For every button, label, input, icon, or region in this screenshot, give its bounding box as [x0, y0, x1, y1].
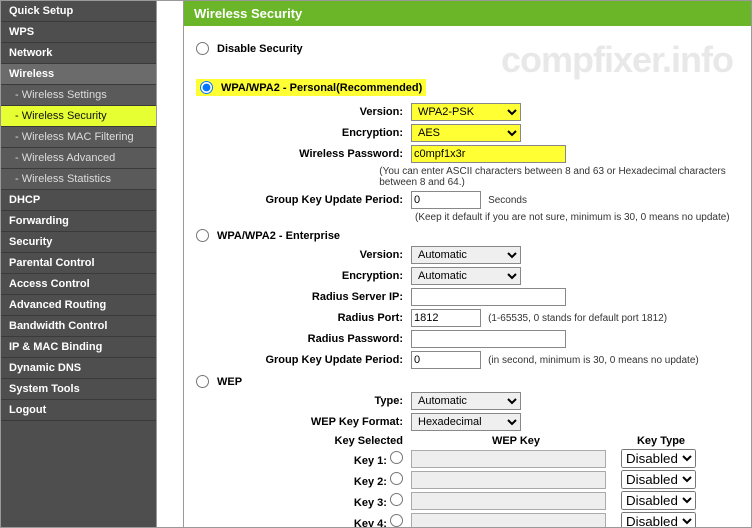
wep-key-label-2: Key 2: — [196, 472, 411, 488]
divider — [156, 1, 184, 527]
personal-password-input[interactable] — [411, 145, 566, 163]
wpa-enterprise-radio[interactable] — [196, 229, 209, 242]
wep-key-radio-3[interactable] — [390, 493, 403, 506]
wep-radio[interactable] — [196, 375, 209, 388]
wep-key-radio-4[interactable] — [390, 514, 403, 527]
sidebar-item-ip-mac-binding[interactable]: IP & MAC Binding — [1, 337, 156, 358]
sidebar-item-wireless[interactable]: Wireless — [1, 64, 156, 85]
wep-key-type-select-3[interactable]: Disabled — [621, 491, 696, 510]
personal-gkup-input[interactable] — [411, 191, 481, 209]
ent-encryption-label: Encryption: — [196, 270, 411, 282]
sidebar-item-wireless-statistics[interactable]: - Wireless Statistics — [1, 169, 156, 190]
sidebar-item-network[interactable]: Network — [1, 43, 156, 64]
wpa-personal-row[interactable]: WPA/WPA2 - Personal(Recommended) — [196, 79, 426, 96]
wep-row[interactable]: WEP — [196, 375, 739, 388]
wep-key-type-select-2[interactable]: Disabled — [621, 470, 696, 489]
wep-key-radio-1[interactable] — [390, 451, 403, 464]
page-title: Wireless Security — [184, 1, 751, 26]
wpa-enterprise-label: WPA/WPA2 - Enterprise — [217, 230, 340, 242]
wep-key-input-3[interactable] — [411, 492, 606, 510]
disable-security-label: Disable Security — [217, 43, 303, 55]
sidebar-item-security[interactable]: Security — [1, 232, 156, 253]
personal-encryption-select[interactable]: AES — [411, 124, 521, 142]
wep-key-row-4: Key 4: Disabled — [196, 512, 739, 527]
ent-version-select[interactable]: Automatic — [411, 246, 521, 264]
ent-radius-port-hint: (1-65535, 0 stands for default port 1812… — [488, 313, 667, 324]
wep-key-row-1: Key 1: Disabled — [196, 449, 739, 468]
wep-key-input-4[interactable] — [411, 513, 606, 528]
wep-key-label-1: Key 1: — [196, 451, 411, 467]
wep-key-radio-2[interactable] — [390, 472, 403, 485]
personal-version-label: Version: — [196, 106, 411, 118]
wpa-personal-label: WPA/WPA2 - Personal(Recommended) — [221, 82, 422, 94]
wep-label: WEP — [217, 376, 242, 388]
personal-gkup-label: Group Key Update Period: — [196, 194, 411, 206]
sidebar-item-forwarding[interactable]: Forwarding — [1, 211, 156, 232]
ent-gkup-label: Group Key Update Period: — [196, 354, 411, 366]
ent-gkup-input[interactable] — [411, 351, 481, 369]
personal-password-label: Wireless Password: — [196, 148, 411, 160]
wep-key-type-select-1[interactable]: Disabled — [621, 449, 696, 468]
sidebar-item-logout[interactable]: Logout — [1, 400, 156, 421]
ent-radius-ip-label: Radius Server IP: — [196, 291, 411, 303]
wep-key-row-2: Key 2: Disabled — [196, 470, 739, 489]
sidebar-item-quick-setup[interactable]: Quick Setup — [1, 1, 156, 22]
wpa-personal-radio[interactable] — [200, 81, 213, 94]
wep-format-select[interactable]: Hexadecimal — [411, 413, 521, 431]
disable-security-row[interactable]: Disable Security — [196, 42, 739, 55]
personal-gkup-hint: (Keep it default if you are not sure, mi… — [415, 212, 730, 223]
disable-security-radio[interactable] — [196, 42, 209, 55]
sidebar-item-access-control[interactable]: Access Control — [1, 274, 156, 295]
sidebar-item-dhcp[interactable]: DHCP — [1, 190, 156, 211]
wep-key-row-3: Key 3: Disabled — [196, 491, 739, 510]
wep-format-label: WEP Key Format: — [196, 416, 411, 428]
ent-radius-pw-label: Radius Password: — [196, 333, 411, 345]
ent-gkup-hint: (in second, minimum is 30, 0 means no up… — [488, 355, 699, 366]
wep-key-input-1[interactable] — [411, 450, 606, 468]
wep-key-input-2[interactable] — [411, 471, 606, 489]
personal-password-hint: (You can enter ASCII characters between … — [379, 166, 739, 188]
sidebar-item-advanced-routing[interactable]: Advanced Routing — [1, 295, 156, 316]
sidebar-item-parental-control[interactable]: Parental Control — [1, 253, 156, 274]
wep-key-type-select-4[interactable]: Disabled — [621, 512, 696, 527]
main-panel: Wireless Security compfixer.info Disable… — [184, 1, 751, 527]
wep-type-select[interactable]: Automatic — [411, 392, 521, 410]
sidebar-item-wireless-advanced[interactable]: - Wireless Advanced — [1, 148, 156, 169]
sidebar-item-dynamic-dns[interactable]: Dynamic DNS — [1, 358, 156, 379]
sidebar-item-wireless-settings[interactable]: - Wireless Settings — [1, 85, 156, 106]
sidebar-item-bandwidth-control[interactable]: Bandwidth Control — [1, 316, 156, 337]
personal-encryption-label: Encryption: — [196, 127, 411, 139]
ent-version-label: Version: — [196, 249, 411, 261]
wep-key-label-3: Key 3: — [196, 493, 411, 509]
wpa-enterprise-row[interactable]: WPA/WPA2 - Enterprise — [196, 229, 739, 242]
wep-table-header: Key Selected WEP Key Key Type — [196, 435, 739, 447]
personal-version-select[interactable]: WPA2-PSK — [411, 103, 521, 121]
ent-radius-port-label: Radius Port: — [196, 312, 411, 324]
sidebar-item-wireless-mac-filtering[interactable]: - Wireless MAC Filtering — [1, 127, 156, 148]
personal-gkup-unit: Seconds — [488, 195, 527, 206]
sidebar-item-wps[interactable]: WPS — [1, 22, 156, 43]
wep-type-label: Type: — [196, 395, 411, 407]
ent-encryption-select[interactable]: Automatic — [411, 267, 521, 285]
ent-radius-port-input[interactable] — [411, 309, 481, 327]
sidebar-item-system-tools[interactable]: System Tools — [1, 379, 156, 400]
sidebar: Quick SetupWPSNetworkWireless- Wireless … — [1, 1, 156, 527]
ent-radius-ip-input[interactable] — [411, 288, 566, 306]
ent-radius-pw-input[interactable] — [411, 330, 566, 348]
wep-key-label-4: Key 4: — [196, 514, 411, 528]
sidebar-item-wireless-security[interactable]: - Wireless Security — [1, 106, 156, 127]
